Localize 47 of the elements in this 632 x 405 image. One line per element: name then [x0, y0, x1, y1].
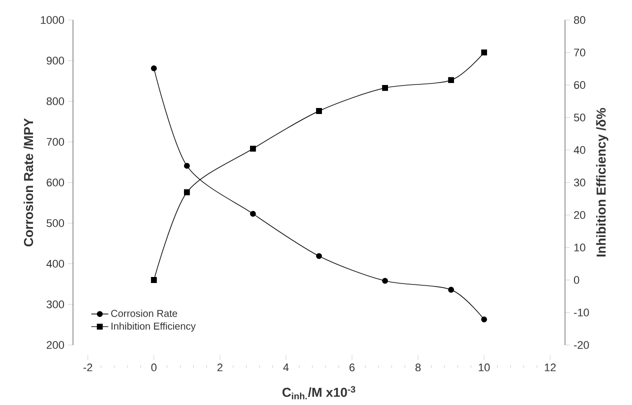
- point: [184, 162, 190, 169]
- legend-label: Corrosion Rate: [111, 310, 178, 317]
- point: [250, 146, 256, 152]
- y-axis-title: Corrosion Rate /MPY: [24, 118, 34, 246]
- y2-tick-label: 60: [574, 81, 586, 89]
- y2-tick-label: 20: [574, 211, 586, 219]
- y2-tick-label: 40: [574, 146, 586, 154]
- x-axis-title: C$_{inh.}$/M x10$^{-3}$: [282, 386, 356, 400]
- y-tick-label: 200: [46, 341, 64, 349]
- point: [481, 316, 488, 322]
- y2-tick-label: -20: [574, 341, 589, 349]
- point: [448, 286, 454, 293]
- y2-tick-label: 10: [574, 244, 586, 252]
- x-tick-label: 6: [350, 364, 355, 372]
- point: [184, 189, 190, 196]
- x-tick-label: 8: [415, 364, 421, 372]
- y2-tick-label: 0: [574, 276, 580, 284]
- y2-tick-label: 50: [574, 114, 586, 122]
- point: [382, 278, 388, 284]
- point: [382, 84, 388, 91]
- x-tick-label: 12: [544, 364, 556, 372]
- point: [250, 210, 256, 217]
- y2-axis-title: Inhibition Efficiency /δ%: [596, 108, 608, 256]
- y2-tick-label: 70: [574, 48, 586, 56]
- y-tick-label: 700: [46, 138, 64, 146]
- y-tick-label: 1000: [40, 16, 64, 24]
- x-tick-label: -2: [83, 364, 92, 372]
- point: [150, 65, 157, 72]
- point: [481, 50, 488, 56]
- legend-label: Inhibition Efficiency: [112, 322, 196, 332]
- y2-tick-label: -10: [574, 308, 589, 316]
- y2-tick-label: 80: [574, 16, 586, 24]
- y-tick-label: 900: [46, 56, 64, 65]
- point: [316, 253, 322, 259]
- y-tick-label: 800: [46, 97, 64, 106]
- x-tick-label: 10: [478, 364, 490, 372]
- y-tick-label: 500: [46, 219, 64, 228]
- y-tick-label: 600: [46, 178, 64, 186]
- point: [316, 108, 322, 114]
- y2-tick-label: 30: [574, 178, 586, 186]
- point: [150, 277, 157, 283]
- point: [448, 77, 454, 84]
- x-tick-label: 2: [217, 364, 222, 372]
- x-tick-label: 0: [151, 364, 157, 372]
- y-tick-label: 300: [46, 300, 64, 308]
- y-tick-label: 400: [46, 260, 64, 268]
- x-tick-label: 4: [283, 364, 289, 372]
